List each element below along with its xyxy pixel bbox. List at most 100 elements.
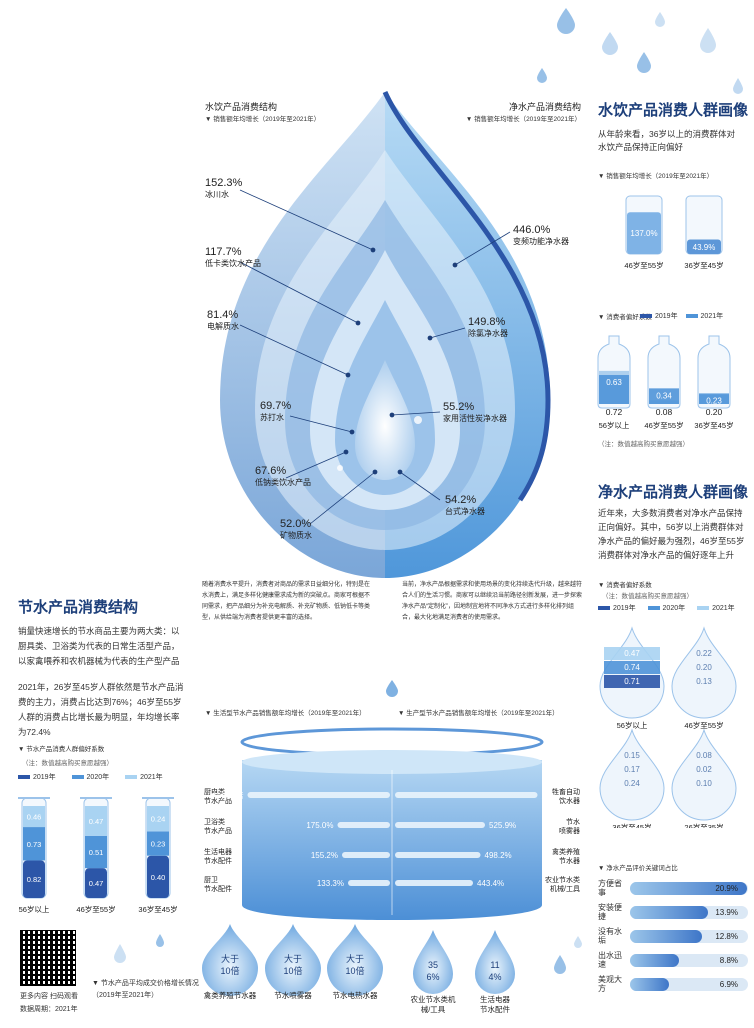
drop-label: 36岁至45岁 (612, 822, 651, 828)
legend-swatch-2021 (685, 314, 698, 319)
drop-value: 0.20 (696, 663, 712, 672)
legend-2021: 2021年 (712, 605, 735, 612)
bottle-value-2019: 0.72 (606, 407, 623, 417)
item-value: 446.0% (513, 224, 551, 236)
prod-label: 牲畜自动 (552, 787, 580, 796)
tube-value: 0.40 (151, 873, 166, 882)
tube-segment (23, 860, 45, 898)
center-left-text: 随着消费水平提升，消费者对商品的需求日益细分化，特别是在水消费上，满足多样化健康… (202, 582, 371, 621)
drop-outline (671, 728, 737, 821)
center-right-title: 净水产品消费结构 (508, 102, 581, 112)
price-value: 6% (426, 972, 439, 982)
keyword-bar-fill (630, 953, 680, 967)
water-note: （注：数值越高购买意愿越强） (598, 441, 689, 448)
prod-bar (395, 792, 538, 798)
cup-fill (687, 239, 721, 254)
tube-value: 0.24 (151, 815, 166, 824)
purifier-title: 净水产品消费人群画像 (598, 484, 749, 501)
legend-swatch-2019 (598, 606, 610, 611)
tank-svg: 厨电类节水产品大于10倍卫浴类节水产品175.0%生活电器节水配件155.2%厨… (204, 787, 580, 893)
prod-label: 禽类养殖 (552, 847, 580, 856)
drop-value: 0.71 (624, 677, 640, 686)
life-label: 卫浴类 (204, 817, 225, 826)
prod-row: 498.2% 禽类养殖节水器 (395, 847, 580, 865)
purifier-desc: 近年来，大多数消费者对净水产品保持正向偏好。其中，56岁以上消费群体对净水产品的… (598, 508, 745, 560)
life-label: 生活电器 (204, 847, 232, 856)
drop-value: 0.02 (696, 765, 712, 774)
right-item-1: 149.8% 除氯净水器 (468, 316, 508, 339)
price-drops: 大于 10倍 禽类养殖节水器 大于 10倍 节水喷雾器 大于 10倍 节水电热水器 35 6% 农业节… (190, 920, 530, 1023)
tube-label: 46岁至55岁 (76, 904, 115, 914)
water-pref-subtitle: ▼ 消费者偏好系数 (598, 314, 652, 321)
drop-label: 56岁以上 (617, 720, 648, 730)
cup-label: 46岁至55岁 (624, 260, 663, 270)
center-right-title-block: 净水产品消费结构 ▼ 销售额年均增长（2019年至2021年） (455, 100, 581, 123)
keyword-bar: 6.9% (630, 977, 748, 991)
price-subtitle: ▼ 节水产品平均成交价格增长情况（2019年至2021年） (92, 980, 199, 999)
water-drink-desc: 从年龄来看，36岁以上的消费群体对水饮产品保持正向偏好 (598, 129, 735, 152)
prod-label: 机械/工具 (550, 884, 580, 893)
prod-label: 节水 (566, 817, 580, 826)
price-value: 10倍 (345, 965, 364, 976)
purifier-drops-svg: 0.47 0.74 0.71 56岁以上 0.22 0.20 0.13 46岁至55岁 0.15… (599, 626, 737, 832)
bottle-value-2021: 0.23 (706, 396, 722, 405)
bottle-fill-2021 (649, 388, 679, 404)
item-label: 苏打水 (260, 413, 284, 422)
more-text: 更多内容 扫码观看 (20, 993, 78, 1000)
drop-value: 0.10 (696, 779, 712, 788)
drop-value: 0.08 (696, 751, 712, 760)
bottle-value-2019: 0.20 (706, 407, 723, 417)
price-value: 35 (428, 960, 438, 970)
tube: 0.40 0.23 0.24 36岁至45岁 (138, 797, 178, 914)
tube-segment (85, 835, 107, 869)
purifier-drops-chart: 0.47 0.74 0.71 56岁以上 0.22 0.20 0.13 46岁至55岁 0.15… (596, 618, 752, 832)
drop-band (604, 647, 660, 660)
right-item-3: 54.2% 台式净水器 (445, 494, 485, 517)
drop-value: 0.22 (696, 649, 712, 658)
tube-segment (23, 806, 45, 828)
price-value: 10倍 (283, 965, 302, 976)
item-value: 54.2% (445, 494, 477, 506)
bottle-value-2021: 0.34 (656, 391, 672, 400)
price-label: 生活电器 (480, 994, 510, 1004)
saving-title: 节水产品消费结构 (18, 599, 139, 616)
purifier-drop: 0.22 0.20 0.13 46岁至55岁 (671, 626, 737, 730)
life-bar (348, 880, 390, 886)
qr-code[interactable] (20, 930, 76, 986)
price-value: 10倍 (220, 965, 239, 976)
drop-value: 0.47 (624, 649, 640, 658)
tube: 0.82 0.73 0.46 56岁以上 (18, 797, 50, 914)
purifier-drop: 0.47 0.74 0.71 56岁以上 (599, 626, 665, 730)
tube-label: 36岁至45岁 (138, 904, 177, 914)
drop-value: 0.17 (624, 765, 640, 774)
keyword-value: 20.9% (715, 883, 738, 893)
drop-label: 26岁至35岁 (684, 822, 723, 828)
center-right-subtitle: ▼ 销售额年均增长（2019年至2021年） (465, 116, 581, 123)
life-value: 大于10倍 (211, 790, 244, 800)
legend-2020: 2020年 (86, 774, 110, 781)
tube: 0.47 0.51 0.47 46岁至55岁 (76, 797, 116, 914)
bottles-svg: 0.63 0.72 56岁以上 0.34 0.08 46岁至55岁 0.23 0.20 36岁至… (597, 335, 734, 430)
life-label: 厨卫 (204, 876, 218, 884)
purifier-drop: 0.08 0.02 0.10 26岁至35岁 (671, 728, 737, 832)
life-value: 175.0% (306, 821, 333, 830)
price-svg: 大于10倍禽类养殖节水器大于10倍节水喷雾器大于10倍节水电热水器356%农业节… (202, 924, 515, 1014)
legend-2021: 2021年 (140, 774, 163, 781)
bottle-label: 56岁以上 (599, 420, 630, 430)
price-value: 11 (490, 960, 499, 970)
prod-row: 525.9% 节水喷雾器 (395, 817, 580, 835)
prod-label: 农业节水类 (545, 875, 580, 884)
bottle-fill-2021 (599, 375, 629, 404)
legend-2019: 2019年 (655, 313, 678, 320)
drop-shape (202, 924, 258, 996)
item-value: 117.7% (205, 246, 242, 258)
item-value: 67.6% (255, 465, 287, 477)
keyword-row: 方便省事 20.9% (598, 876, 748, 900)
purifier-legend: 2019年 2020年 2021年 (598, 603, 748, 613)
cups-svg: 137.0% 46岁至55岁 43.9% 36岁至45岁 (624, 195, 724, 270)
